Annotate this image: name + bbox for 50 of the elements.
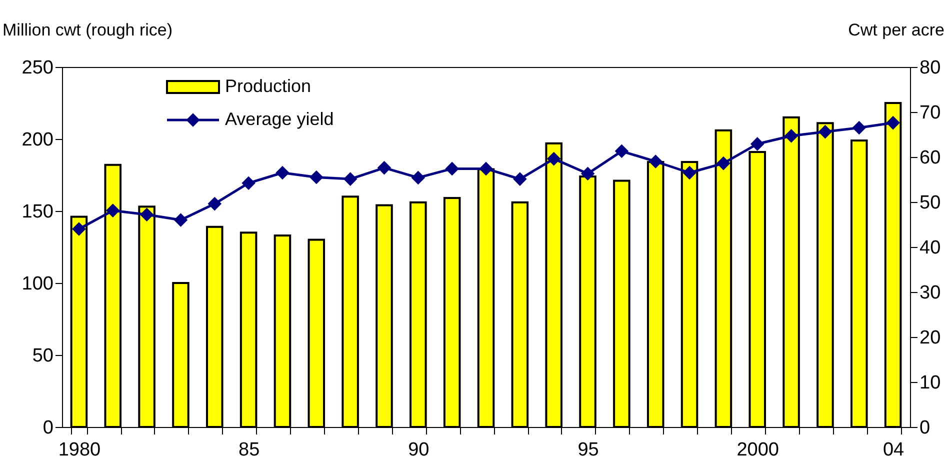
x-tick-label: 2000 xyxy=(736,440,779,460)
legend-label: Average yield xyxy=(225,109,334,129)
y2-axis-title: Cwt per acre xyxy=(848,20,944,40)
y2-tick-label: 70 xyxy=(920,102,941,124)
point xyxy=(106,204,120,218)
point xyxy=(479,162,493,176)
point xyxy=(682,166,696,180)
point xyxy=(343,172,358,186)
y2-tick-label: 20 xyxy=(920,328,941,348)
y-tick-label: 0 xyxy=(42,418,54,438)
point xyxy=(208,196,222,211)
point xyxy=(648,154,662,168)
point xyxy=(140,208,154,222)
y2-tick-label: 10 xyxy=(920,372,941,394)
point xyxy=(377,160,392,175)
y-tick-label: 200 xyxy=(22,130,54,150)
x-tick-label: 04 xyxy=(882,440,905,460)
point xyxy=(852,120,866,135)
y-tick-label: 150 xyxy=(22,202,54,222)
y-tick-label: 250 xyxy=(22,58,54,78)
x-tick-label: 90 xyxy=(408,440,430,460)
x-tick-label: 95 xyxy=(578,440,599,460)
point xyxy=(818,124,832,139)
x-tick-label: 85 xyxy=(238,440,260,460)
point xyxy=(614,144,629,158)
point xyxy=(445,162,459,176)
y2-tick-label: 50 xyxy=(920,192,941,214)
y-tick-label: 50 xyxy=(32,346,54,366)
y2-tick-label: 30 xyxy=(920,282,941,304)
point xyxy=(784,128,798,143)
point xyxy=(750,137,764,151)
y-axis-title: Million cwt (rough rice) xyxy=(2,20,173,40)
point xyxy=(174,213,188,227)
x-tick-label: 1980 xyxy=(58,440,101,460)
point xyxy=(411,170,426,185)
point xyxy=(72,222,86,236)
y-tick-label: 100 xyxy=(22,274,54,294)
point xyxy=(242,176,256,190)
y2-tick-label: 40 xyxy=(920,238,941,258)
point xyxy=(513,172,527,186)
legend-label: Production xyxy=(225,76,312,96)
y2-tick-label: 0 xyxy=(920,418,930,438)
y2-tick-label: 80 xyxy=(920,58,941,78)
point xyxy=(546,152,561,166)
point xyxy=(276,166,290,180)
point xyxy=(580,166,595,181)
point xyxy=(716,156,730,170)
point xyxy=(886,116,900,130)
y2-tick-label: 60 xyxy=(920,148,941,168)
point xyxy=(310,170,324,184)
